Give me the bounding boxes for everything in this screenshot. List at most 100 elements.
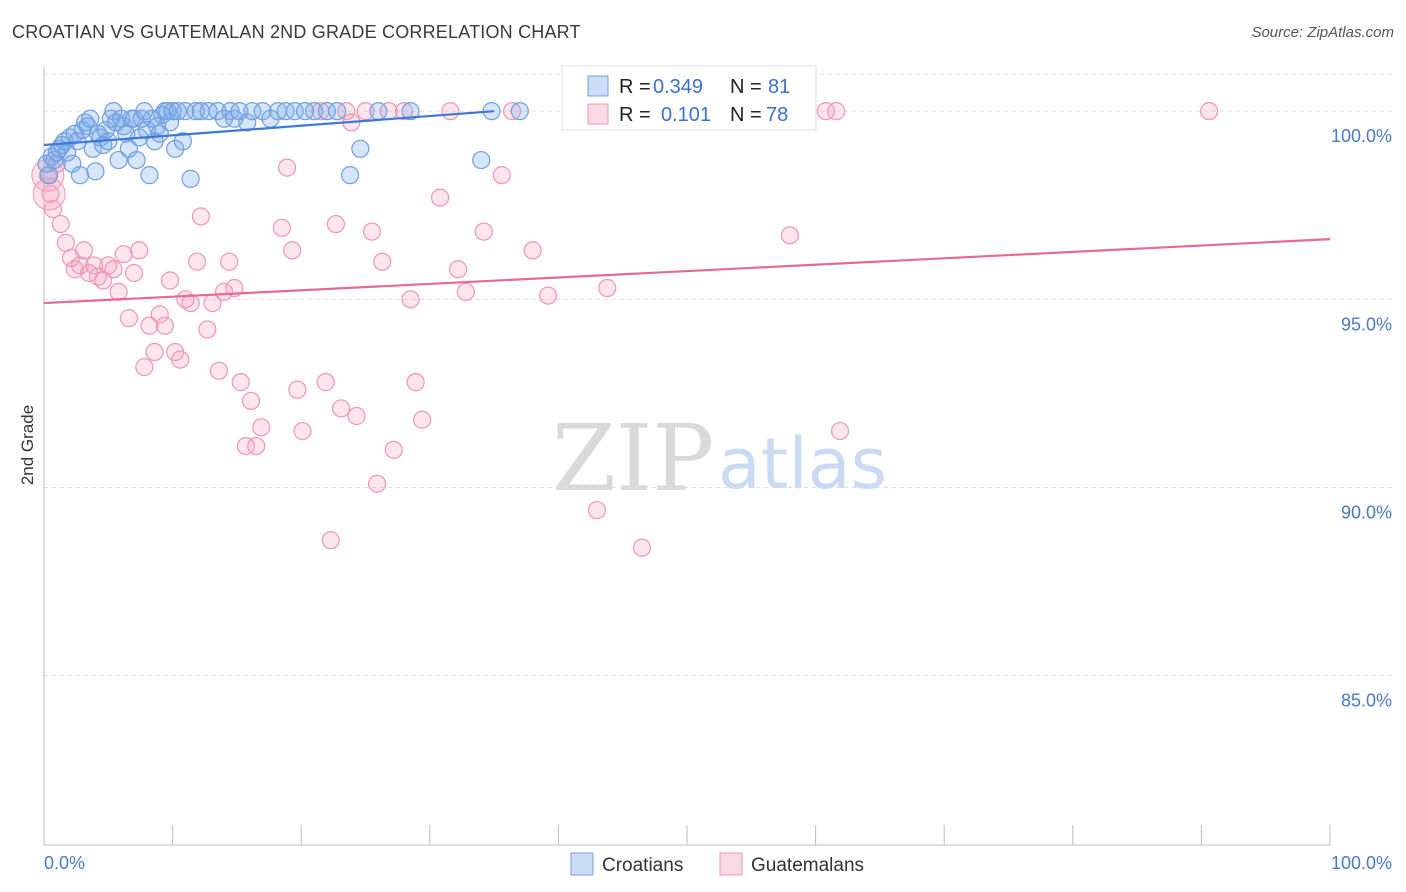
croatians-point-50: [166, 139, 185, 158]
x-tick-label-1: 100.0%: [1331, 853, 1392, 873]
guatemalans-point-67: [430, 188, 450, 207]
guatemalans-point-59: [367, 474, 387, 493]
croatians-point-76: [369, 102, 388, 121]
guatemalans-point-53: [331, 399, 351, 418]
y-tick-label-1: 95.0%: [1341, 314, 1392, 334]
croatians-point-75: [351, 139, 370, 158]
guatemalans-point-60: [373, 252, 392, 271]
guatemalans-point-43: [252, 418, 271, 437]
croatians-point-13: [70, 166, 90, 185]
x-tick-label-0: 0.0%: [44, 853, 85, 873]
croatians-point-65: [253, 102, 272, 121]
croatians-point-19: [86, 162, 105, 181]
cluster-point-1: [32, 177, 66, 211]
legend-swatch-croatians: [587, 75, 609, 97]
guatemalans-point-81: [827, 102, 846, 121]
croatians-point-17: [81, 109, 100, 128]
croatians-point-73: [328, 102, 347, 121]
croatians-point-58: [208, 102, 227, 121]
y-tick-label-0: 100.0%: [1331, 126, 1392, 146]
guatemalans-point-24: [150, 305, 169, 324]
croatians-point-28: [109, 150, 128, 170]
guatemalans-point-70: [456, 282, 475, 301]
croatians-point-59: [214, 109, 234, 128]
watermark-atlas: atlas: [718, 423, 887, 505]
legend-r-value-1: 0.101: [661, 104, 711, 126]
croatians-point-1: [40, 166, 59, 185]
croatians-point-74: [340, 166, 360, 185]
series-legend: Croatians Guatemalans: [570, 852, 864, 876]
croatians-point-77: [401, 102, 420, 121]
bottom-legend-croatians: Croatians: [602, 855, 683, 876]
croatians-point-23: [96, 120, 115, 140]
guatemalans-trend-line: [43, 238, 1331, 305]
y-tick-labels: 100.0% 95.0% 90.0% 85.0%: [1331, 126, 1392, 710]
croatians-point-51: [168, 102, 187, 121]
guatemalans-point-58: [362, 222, 382, 241]
guatemalans-point-48: [293, 421, 312, 441]
croatians-trend-line: [43, 110, 495, 147]
guatemalans-point-5: [56, 233, 75, 252]
croatians-point-63: [238, 113, 257, 132]
croatians-point-26: [104, 102, 123, 121]
croatians-point-47: [158, 102, 177, 121]
guatemalans-point-66: [412, 410, 432, 429]
guatemalans-point-30: [181, 293, 200, 313]
croatians-point-52: [173, 132, 192, 151]
bottom-legend-swatch-croatians: [570, 852, 594, 876]
guatemalans-point-57: [356, 102, 375, 121]
guatemalans-point-65: [406, 373, 425, 392]
guatemalans-point-18: [119, 309, 138, 328]
guatemalans-point-4: [51, 214, 70, 234]
y-axis-label: 2nd Grade: [18, 405, 37, 485]
croatians-points: [37, 102, 529, 188]
croatians-point-40: [140, 166, 159, 185]
guatemalans-point-33: [198, 320, 217, 339]
guatemalans-point-39: [231, 373, 250, 392]
guatemalans-point-77: [598, 278, 617, 298]
croatians-point-69: [285, 102, 304, 121]
croatians-point-80: [510, 102, 529, 121]
guatemalans-points: [31, 102, 1219, 557]
guatemalans-point-37: [220, 252, 239, 271]
guatemalans-point-52: [326, 214, 346, 234]
croatians-point-49: [163, 102, 182, 121]
croatians-point-72: [317, 102, 337, 121]
x-tick-labels: 0.0% 100.0%: [44, 853, 1392, 873]
guatemalans-point-75: [539, 286, 558, 305]
legend-swatch-guatemalans: [587, 103, 609, 125]
guatemalans-point-31: [187, 252, 207, 271]
legend-n-value-0: 81: [768, 76, 790, 98]
guatemalans-point-32: [191, 207, 210, 226]
guatemalans-point-28: [171, 350, 190, 369]
guatemalans-point-46: [283, 241, 302, 260]
guatemalans-point-68: [441, 102, 460, 121]
guatemalans-point-40: [236, 436, 256, 456]
guatemalans-point-42: [247, 436, 266, 456]
guatemalans-point-79: [780, 226, 799, 245]
legend-n-label-1: N =: [730, 104, 762, 126]
cluster-point-0: [31, 158, 65, 192]
guatemalans-point-11: [85, 256, 104, 275]
croatians-point-38: [135, 102, 154, 121]
axes: [43, 66, 1331, 846]
guatemalans-point-38: [225, 278, 244, 298]
guatemalans-point-19: [124, 263, 144, 283]
guatemalans-point-78: [632, 538, 652, 557]
guatemalans-point-36: [214, 282, 234, 301]
guatemalans-point-20: [130, 241, 149, 260]
guatemalans-point-72: [492, 166, 511, 185]
guatemalans-point-69: [448, 260, 468, 279]
guatemalans-point-23: [145, 342, 164, 362]
guatemalans-point-50: [316, 373, 335, 392]
guatemalans-point-35: [209, 361, 228, 380]
guatemalans-point-47: [288, 380, 307, 399]
guatemalans-point-56: [347, 406, 366, 426]
guatemalans-point-51: [321, 531, 340, 550]
croatians-point-53: [176, 102, 195, 121]
croatians-point-34: [124, 109, 144, 128]
watermark-zip: ZIP: [552, 405, 714, 512]
legend-n-label-0: N =: [730, 76, 762, 98]
guatemalans-point-9: [74, 241, 93, 260]
guatemalans-point-80: [816, 102, 835, 121]
